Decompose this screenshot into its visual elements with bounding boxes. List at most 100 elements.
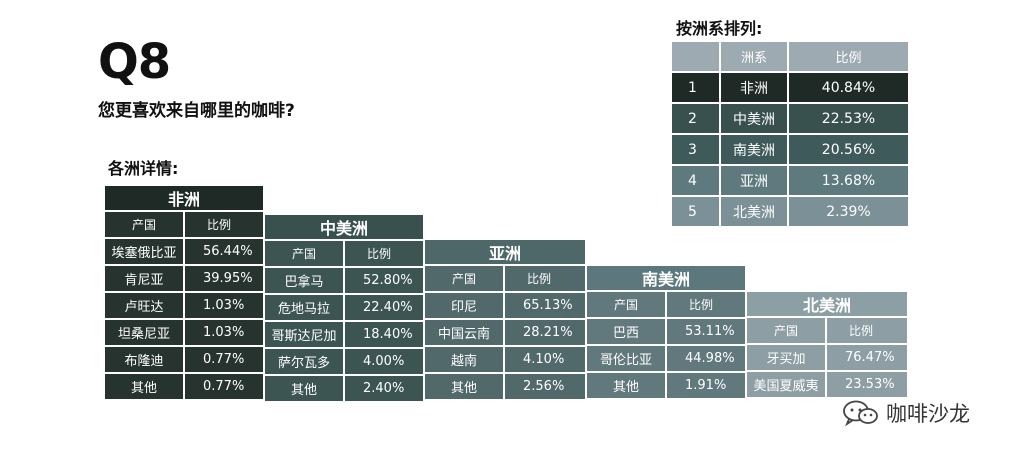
country-name: 其他 xyxy=(425,374,503,399)
column-header-country: 产国 xyxy=(587,292,665,317)
country-name: 其他 xyxy=(265,376,343,401)
table-row: 越南 4.10% xyxy=(425,347,585,372)
column-header-share: 比例 xyxy=(185,212,263,237)
country-share: 56.44% xyxy=(185,239,263,264)
ranking-continent: 亚洲 xyxy=(721,166,787,195)
country-name: 哥斯达尼加 xyxy=(265,322,343,347)
table-row: 中国云南 28.21% xyxy=(425,320,585,345)
ranking-share: 13.68% xyxy=(789,166,908,195)
country-share: 23.53% xyxy=(827,372,907,397)
country-share: 1.91% xyxy=(667,373,745,398)
table-row: 坦桑尼亚 1.03% xyxy=(105,320,263,345)
ranking-row: 1 非洲 40.84% xyxy=(672,73,908,102)
question-id: Q8 xyxy=(98,34,171,90)
ranking-share: 22.53% xyxy=(789,104,908,133)
ranking-header-rank xyxy=(672,42,719,71)
table-row: 其他 1.91% xyxy=(587,373,745,398)
country-name: 危地马拉 xyxy=(265,295,343,320)
country-name: 萨尔瓦多 xyxy=(265,349,343,374)
ranking-continent: 中美洲 xyxy=(721,104,787,133)
country-share: 4.00% xyxy=(345,349,423,374)
ranking-rank: 5 xyxy=(672,197,719,226)
ranking-header-share: 比例 xyxy=(789,42,908,71)
country-share: 4.10% xyxy=(505,347,585,372)
country-name: 中国云南 xyxy=(425,320,503,345)
table-row: 巴拿马 52.80% xyxy=(265,268,423,293)
ranking-header-continent: 洲系 xyxy=(721,42,787,71)
ranking-header-row: 洲系 比例 xyxy=(672,42,908,71)
table-row: 埃塞俄比亚 56.44% xyxy=(105,239,263,264)
table-row: 布隆迪 0.77% xyxy=(105,347,263,372)
continent-ranking-table: 洲系 比例 1 非洲 40.84% 2 中美洲 22.53% 3 南美洲 20.56% 4 亚洲 13… xyxy=(672,42,908,228)
column-header-row: 产国 比例 xyxy=(747,318,907,343)
column-header-row: 产国 比例 xyxy=(265,241,423,266)
table-row: 哥伦比亚 44.98% xyxy=(587,346,745,371)
table-row: 印尼 65.13% xyxy=(425,293,585,318)
wechat-icon xyxy=(843,400,878,427)
country-share: 0.77% xyxy=(185,374,263,399)
table-south-america: 南美洲 产国 比例 巴西 53.11% 哥伦比亚 44.98% 其他 1.91% xyxy=(587,266,745,398)
country-share: 28.21% xyxy=(505,320,585,345)
table-row: 萨尔瓦多 4.00% xyxy=(265,349,423,374)
country-share: 18.40% xyxy=(345,322,423,347)
country-share: 44.98% xyxy=(667,346,745,371)
country-share: 1.03% xyxy=(185,293,263,318)
country-share: 1.03% xyxy=(185,320,263,345)
ranking-continent: 南美洲 xyxy=(721,135,787,164)
country-name: 埃塞俄比亚 xyxy=(105,239,183,264)
country-name: 巴拿马 xyxy=(265,268,343,293)
table-row: 哥斯达尼加 18.40% xyxy=(265,322,423,347)
table-row: 巴西 53.11% xyxy=(587,319,745,344)
column-header-country: 产国 xyxy=(265,241,343,266)
column-header-row: 产国 比例 xyxy=(587,292,745,317)
ranking-share: 2.39% xyxy=(789,197,908,226)
country-share: 65.13% xyxy=(505,293,585,318)
country-name: 越南 xyxy=(425,347,503,372)
rank-label: 按洲系排列: xyxy=(676,19,763,38)
country-share: 76.47% xyxy=(827,345,907,370)
ranking-row: 2 中美洲 22.53% xyxy=(672,104,908,133)
country-share: 52.80% xyxy=(345,268,423,293)
country-share: 39.95% xyxy=(185,266,263,291)
table-north-america: 北美洲 产国 比例 牙买加 76.47% 美国夏威夷 23.53% xyxy=(747,292,907,397)
column-header-share: 比例 xyxy=(505,266,585,291)
table-asia: 亚洲 产国 比例 印尼 65.13% 中国云南 28.21% 越南 4.10% 其他 2.56% xyxy=(425,240,585,399)
ranking-row: 5 北美洲 2.39% xyxy=(672,197,908,226)
table-row: 卢旺达 1.03% xyxy=(105,293,263,318)
country-name: 坦桑尼亚 xyxy=(105,320,183,345)
column-header-country: 产国 xyxy=(105,212,183,237)
ranking-rank: 1 xyxy=(672,73,719,102)
table-row: 美国夏威夷 23.53% xyxy=(747,372,907,397)
column-header-share: 比例 xyxy=(827,318,907,343)
question-text: 您更喜欢来自哪里的咖啡? xyxy=(98,101,295,121)
table-row: 肯尼亚 39.95% xyxy=(105,266,263,291)
country-name: 哥伦比亚 xyxy=(587,346,665,371)
country-share: 22.40% xyxy=(345,295,423,320)
country-share: 53.11% xyxy=(667,319,745,344)
ranking-continent: 非洲 xyxy=(721,73,787,102)
continent-title: 亚洲 xyxy=(425,240,585,264)
ranking-share: 40.84% xyxy=(789,73,908,102)
table-row: 其他 2.56% xyxy=(425,374,585,399)
country-name: 美国夏威夷 xyxy=(747,372,825,397)
ranking-row: 3 南美洲 20.56% xyxy=(672,135,908,164)
table-africa: 非洲 产国 比例 埃塞俄比亚 56.44% 肯尼亚 39.95% 卢旺达 1.03% 坦桑尼亚 1.… xyxy=(105,186,263,399)
country-name: 牙买加 xyxy=(747,345,825,370)
table-row: 其他 2.40% xyxy=(265,376,423,401)
column-header-share: 比例 xyxy=(667,292,745,317)
continent-title: 非洲 xyxy=(105,186,263,210)
table-central-america: 中美洲 产国 比例 巴拿马 52.80% 危地马拉 22.40% 哥斯达尼加 18.40% 萨尔瓦… xyxy=(265,215,423,401)
watermark: 咖啡沙龙 xyxy=(842,398,970,428)
country-name: 其他 xyxy=(587,373,665,398)
table-row: 牙买加 76.47% xyxy=(747,345,907,370)
country-share: 2.40% xyxy=(345,376,423,401)
column-header-row: 产国 比例 xyxy=(105,212,263,237)
ranking-rank: 3 xyxy=(672,135,719,164)
column-header-country: 产国 xyxy=(747,318,825,343)
country-name: 巴西 xyxy=(587,319,665,344)
ranking-rank: 4 xyxy=(672,166,719,195)
table-row: 其他 0.77% xyxy=(105,374,263,399)
continent-title: 中美洲 xyxy=(265,215,423,239)
country-name: 印尼 xyxy=(425,293,503,318)
column-header-share: 比例 xyxy=(345,241,423,266)
